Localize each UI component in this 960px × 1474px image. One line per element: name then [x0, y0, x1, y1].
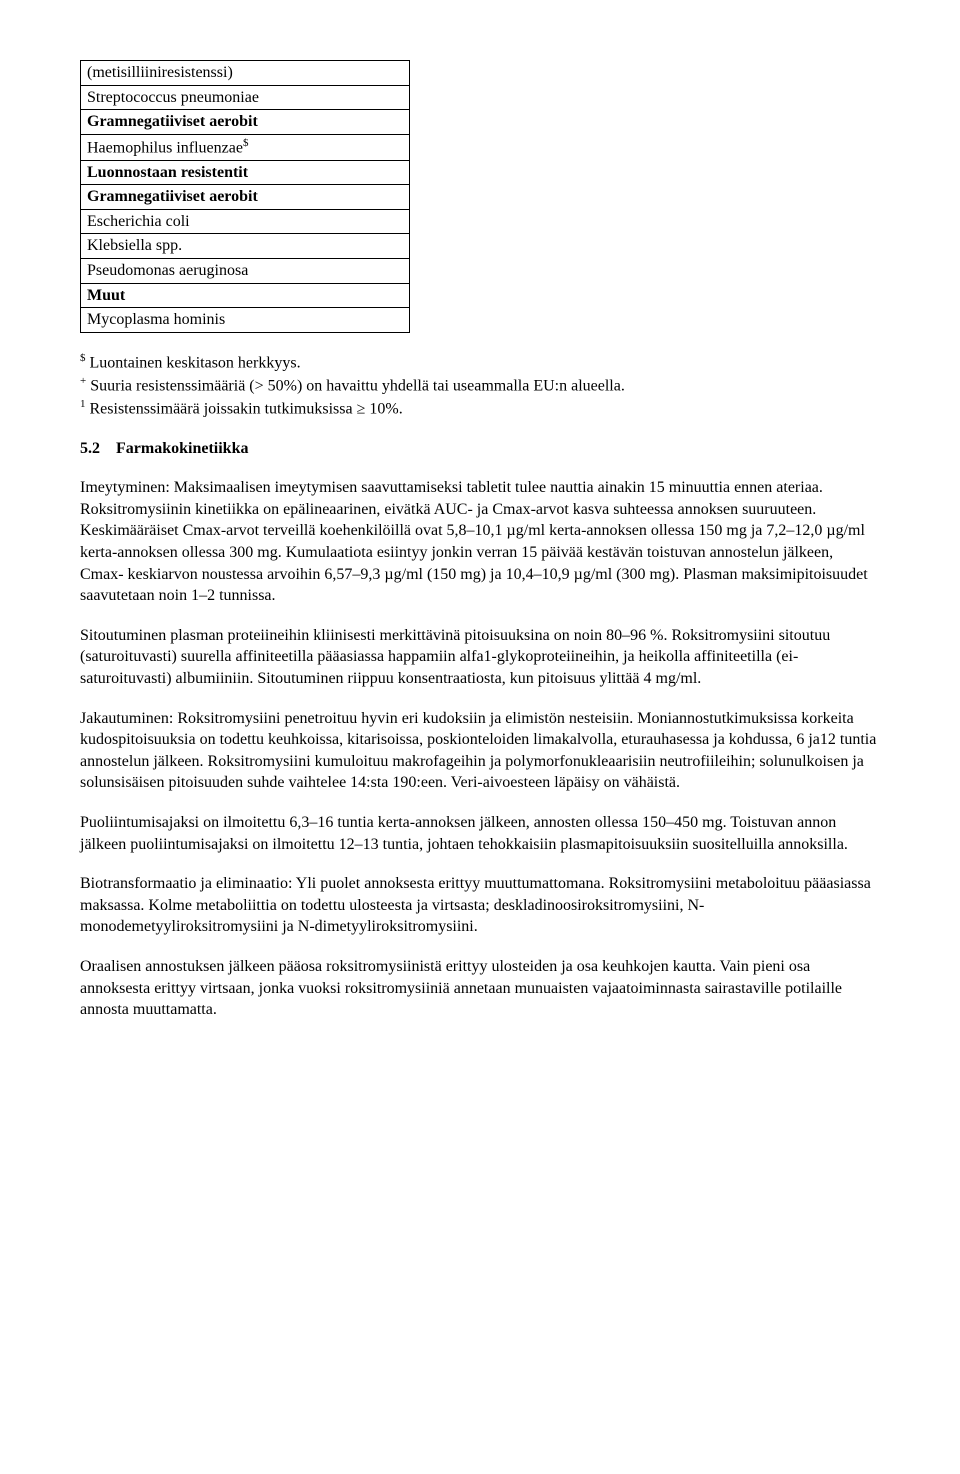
paragraph-6: Oraalisen annostuksen jälkeen pääosa rok… — [80, 956, 880, 1021]
table-row: Mycoplasma hominis — [81, 308, 410, 333]
table-row: Pseudomonas aeruginosa — [81, 259, 410, 284]
footnote-b: + Suuria resistenssimääriä (> 50%) on ha… — [80, 374, 880, 397]
table-row: Escherichia coli — [81, 209, 410, 234]
footnote-c: 1 Resistenssimäärä joissakin tutkimuksis… — [80, 397, 880, 420]
table-row: Klebsiella spp. — [81, 234, 410, 259]
footnotes-block: $ Luontainen keskitason herkkyys. + Suur… — [80, 351, 880, 420]
section-heading: 5.2 Farmakokinetiikka — [80, 438, 880, 460]
table-row: Streptococcus pneumoniae — [81, 85, 410, 110]
species-table: (metisilliiniresistenssi)Streptococcus p… — [80, 60, 410, 333]
footnote-c-text: Resistenssimäärä joissakin tutkimuksissa… — [86, 400, 403, 417]
paragraph-4: Puoliintumisajaksi on ilmoitettu 6,3–16 … — [80, 812, 880, 855]
paragraph-5: Biotransformaatio ja eliminaatio: Yli pu… — [80, 873, 880, 938]
footnote-a-text: Luontainen keskitason herkkyys. — [86, 354, 301, 371]
section-title: Farmakokinetiikka — [116, 440, 248, 457]
table-row: Gramnegatiiviset aerobit — [81, 110, 410, 135]
footnote-b-text: Suuria resistenssimääriä (> 50%) on hava… — [86, 377, 625, 394]
table-row: Haemophilus influenzae$ — [81, 134, 410, 160]
table-row: Muut — [81, 283, 410, 308]
table-row: Gramnegatiiviset aerobit — [81, 185, 410, 210]
paragraph-2: Sitoutuminen plasman proteiineihin kliin… — [80, 625, 880, 690]
table-row: Luonnostaan resistentit — [81, 160, 410, 185]
paragraph-1: Imeytyminen: Maksimaalisen imeytymisen s… — [80, 477, 880, 607]
table-row: (metisilliiniresistenssi) — [81, 61, 410, 86]
paragraph-3: Jakautuminen: Roksitromysiini penetroitu… — [80, 708, 880, 794]
footnote-a: $ Luontainen keskitason herkkyys. — [80, 351, 880, 374]
section-number: 5.2 — [80, 440, 100, 457]
